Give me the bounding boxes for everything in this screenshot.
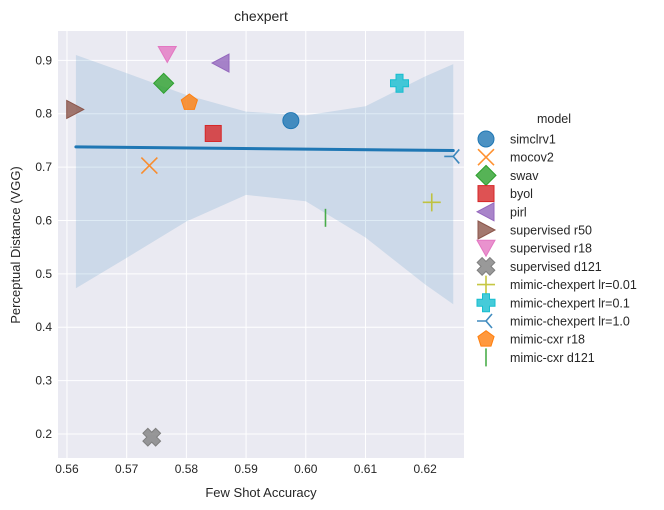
x-tick-label: 0.62 bbox=[414, 462, 438, 476]
point-pirl bbox=[210, 53, 230, 73]
legend-label: supervised r50 bbox=[510, 224, 592, 238]
x-tick-label: 0.59 bbox=[234, 462, 258, 476]
point-byol bbox=[204, 124, 222, 142]
legend-title: model bbox=[537, 112, 571, 126]
y-tick-label: 0.4 bbox=[35, 320, 52, 334]
x-tick-label: 0.56 bbox=[55, 462, 79, 476]
legend-label: byol bbox=[510, 187, 533, 201]
point-mimic-chexpert-lr-0-01 bbox=[422, 193, 441, 212]
legend-label: pirl bbox=[510, 205, 527, 219]
chart-title: chexpert bbox=[234, 8, 288, 24]
y-tick-label: 0.6 bbox=[35, 213, 52, 227]
x-tick-label: 0.57 bbox=[115, 462, 139, 476]
y-axis-label: Perceptual Distance (VGG) bbox=[8, 166, 23, 324]
plot-area bbox=[58, 31, 464, 458]
legend-label: mimic-chexpert lr=0.01 bbox=[510, 278, 637, 292]
legend-label: mocov2 bbox=[510, 151, 554, 165]
legend: model simclrv1 mocov2 swav byol pirl supervis… bbox=[475, 112, 637, 367]
x-tick-label: 0.58 bbox=[175, 462, 199, 476]
confidence-band bbox=[75, 55, 454, 305]
legend-label: mimic-cxr d121 bbox=[510, 351, 595, 365]
legend-marker-supervised-d121 bbox=[476, 256, 496, 276]
legend-marker-mimic-chexpert-lr-0-01 bbox=[477, 275, 495, 294]
legend-marker-supervised-r50 bbox=[477, 220, 497, 240]
confidence-band-layer bbox=[74, 55, 455, 305]
point-mimic-chexpert-lr-0-1 bbox=[390, 73, 410, 93]
legend-label: supervised d121 bbox=[510, 260, 602, 274]
legend-marker-mocov2 bbox=[477, 148, 495, 166]
legend-marker-mimic-chexpert-lr-1-0 bbox=[477, 313, 493, 329]
point-mimic-chexpert-lr-1-0 bbox=[444, 148, 460, 164]
legend-label: swav bbox=[510, 169, 539, 183]
legend-marker-pirl bbox=[475, 201, 495, 222]
point-mocov2 bbox=[140, 156, 158, 175]
point-supervised-d121 bbox=[142, 427, 162, 447]
legend-marker-supervised-r18 bbox=[476, 239, 496, 258]
marker-layer bbox=[66, 45, 460, 447]
legend-marker-mimic-cxr-r18 bbox=[477, 330, 495, 347]
legend-label: mimic-chexpert lr=0.1 bbox=[510, 296, 630, 310]
point-mimic-cxr-r18 bbox=[180, 93, 199, 110]
x-tick-label: 0.61 bbox=[354, 462, 378, 476]
point-swav bbox=[152, 72, 175, 95]
regression-line bbox=[74, 145, 455, 153]
y-tick-label: 0.8 bbox=[35, 107, 52, 121]
legend-marker-mimic-chexpert-lr-0-1 bbox=[476, 293, 496, 313]
legend-label: supervised r18 bbox=[510, 242, 592, 256]
x-axis-label: Few Shot Accuracy bbox=[205, 485, 317, 500]
y-tick-label: 0.5 bbox=[35, 267, 52, 281]
legend-label: mimic-cxr r18 bbox=[510, 333, 585, 347]
legend-label: mimic-chexpert lr=1.0 bbox=[510, 315, 630, 329]
point-simclrv1 bbox=[282, 112, 300, 130]
x-tick-label: 0.60 bbox=[294, 462, 318, 476]
y-tick-label: 0.2 bbox=[35, 427, 52, 441]
point-supervised-r50 bbox=[66, 99, 85, 120]
legend-marker-swav bbox=[475, 164, 497, 187]
y-tick-label: 0.9 bbox=[35, 53, 52, 67]
tick-labels: 0.56 0.57 0.58 0.59 0.60 0.61 0.62 0.2 0.3 0.4 0.5… bbox=[35, 53, 437, 476]
legend-label: simclrv1 bbox=[510, 133, 556, 147]
y-tick-label: 0.7 bbox=[35, 160, 52, 174]
legend-marker-byol bbox=[477, 185, 495, 203]
y-tick-label: 0.3 bbox=[35, 374, 52, 388]
legend-marker-simclrv1 bbox=[477, 130, 495, 148]
point-supervised-r18 bbox=[157, 45, 178, 64]
